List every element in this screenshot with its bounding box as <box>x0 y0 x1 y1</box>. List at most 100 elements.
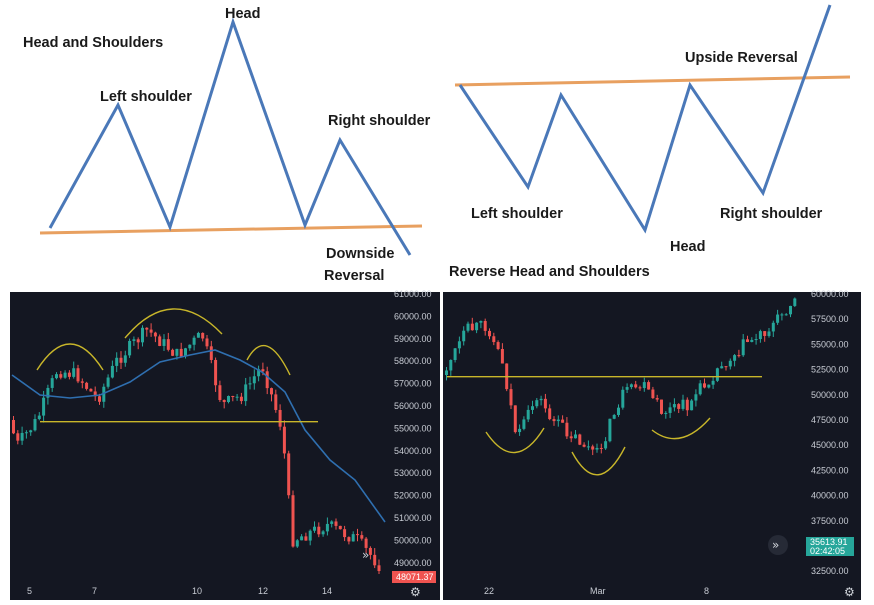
price-axis: 61000.00 60000.00 59000.00 58000.00 57000.00… <box>394 289 432 568</box>
candle-body <box>604 441 608 449</box>
candle-body <box>741 339 745 356</box>
candle-body <box>758 331 762 340</box>
price-tick-label: 55000.00 <box>811 339 849 349</box>
candle-body <box>37 415 41 420</box>
candle-body <box>308 530 312 541</box>
candle-body <box>457 341 461 349</box>
price-badge-timer: 02:42:05 <box>810 546 845 556</box>
left-shoulder-arc <box>485 427 545 454</box>
price-tick-label: 37500.00 <box>811 516 849 526</box>
price-tick-label: 49000.00 <box>394 558 432 568</box>
candle-body <box>754 339 758 341</box>
time-axis: 5 7 10 12 14 <box>27 586 332 596</box>
fast-forward-icon[interactable]: » <box>772 538 779 552</box>
price-tick-label: 57500.00 <box>811 314 849 324</box>
candle-body <box>360 535 364 539</box>
candle-body <box>513 405 517 433</box>
right-shoulder-label: Right shoulder <box>720 206 823 222</box>
price-path <box>48 17 412 256</box>
candle-body <box>445 370 448 375</box>
candle-body <box>98 396 101 402</box>
candle-body <box>252 376 256 384</box>
price-tick-label: 40000.00 <box>811 491 849 501</box>
candle-body <box>526 409 530 420</box>
fast-forward-button[interactable] <box>768 535 788 555</box>
candle-body <box>724 366 728 368</box>
candle-body <box>55 374 58 379</box>
candle-body <box>239 396 243 402</box>
settings-icon[interactable]: ⚙ <box>410 585 421 599</box>
candle-body <box>261 369 265 372</box>
candle-body <box>479 320 483 323</box>
candle-body <box>192 337 196 345</box>
fast-forward-icon[interactable]: » <box>362 548 369 562</box>
price-badge-text: 48071.37 <box>396 572 434 582</box>
chart-background <box>10 292 440 600</box>
settings-icon[interactable]: ⚙ <box>844 585 855 599</box>
candle-body <box>703 383 706 388</box>
head-arc <box>124 308 223 339</box>
candle-body <box>500 348 504 364</box>
price-tick-label: 61000.00 <box>394 289 432 299</box>
candle-body <box>660 399 663 414</box>
left-shoulder-label: Left shoulder <box>471 206 563 222</box>
candle-body <box>462 330 466 342</box>
candle-body <box>793 298 797 306</box>
candle-body <box>746 339 749 342</box>
candle-body <box>595 447 599 450</box>
candle-body <box>313 526 316 531</box>
candle-body <box>42 397 46 416</box>
candle-body <box>33 419 37 431</box>
candle-body <box>535 400 539 407</box>
candle-body <box>351 534 355 542</box>
chart-background <box>443 292 861 600</box>
candle-body <box>325 523 329 532</box>
bullish-candlestick-chart: 60000.00 57500.00 55000.00 52500.00 50000.00… <box>443 289 861 600</box>
candle-body <box>715 368 719 381</box>
price-tick-label: 47500.00 <box>811 415 849 425</box>
candle-body <box>578 434 582 445</box>
candle-body <box>343 529 347 538</box>
moving-average-line <box>11 349 386 523</box>
left-shoulder-label: Left shoulder <box>100 89 192 105</box>
candle-body <box>132 339 136 341</box>
candle-body <box>235 396 239 398</box>
price-tick-label: 32500.00 <box>811 566 849 576</box>
candle-body <box>698 383 702 395</box>
candle-body <box>470 323 474 331</box>
candle-body <box>356 534 359 536</box>
price-tick-label: 58000.00 <box>394 356 432 366</box>
price-badge <box>806 537 854 556</box>
pattern-title: Head and Shoulders <box>23 35 163 51</box>
candle-body <box>171 349 175 356</box>
candle-body <box>621 389 625 408</box>
candle-body <box>582 444 586 447</box>
candle-body <box>518 428 522 433</box>
right-shoulder-arc <box>651 417 711 440</box>
candle-body <box>763 331 767 336</box>
price-tick-label: 60000.00 <box>394 311 432 321</box>
candle-body <box>364 538 368 548</box>
neckline <box>454 75 851 87</box>
candle-body <box>711 380 715 385</box>
candle-body <box>642 382 646 389</box>
candle-body <box>175 348 179 356</box>
candle-body <box>543 398 547 409</box>
candle-body <box>586 446 590 448</box>
price-badge <box>392 571 436 583</box>
candle-body <box>166 339 170 350</box>
right-shoulder-label: Right shoulder <box>328 113 431 129</box>
candle-body <box>647 382 651 390</box>
candle-body <box>556 419 560 422</box>
candle-body <box>278 409 282 427</box>
candle-body <box>205 338 209 347</box>
candle-body <box>629 384 633 388</box>
time-tick-label: 7 <box>92 586 97 596</box>
candle-body <box>496 342 500 349</box>
left-shoulder-arc <box>36 343 104 371</box>
candle-body <box>149 329 153 333</box>
price-path <box>458 4 832 234</box>
candle-body <box>690 400 694 411</box>
price-tick-label: 42500.00 <box>811 465 849 475</box>
